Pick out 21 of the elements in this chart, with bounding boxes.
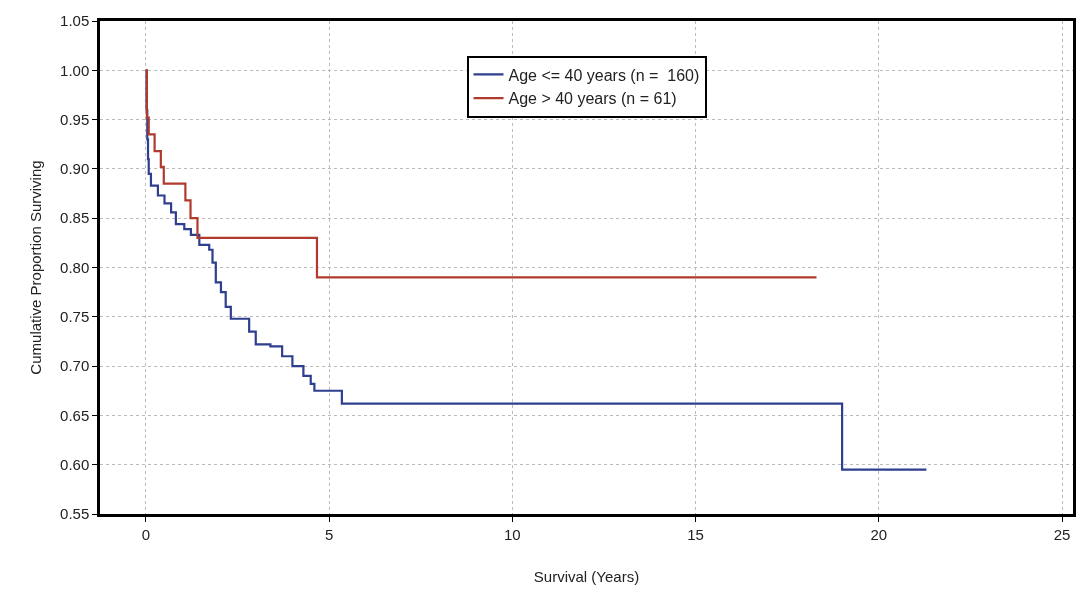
y-tick-label: 0.60 (60, 455, 90, 473)
y-tick-label: 1.00 (60, 61, 90, 79)
y-tick-label: 0.55 (60, 505, 90, 523)
y-axis-title: Cumulative Proportion Surviving (27, 160, 45, 375)
x-tick-label: 20 (870, 525, 888, 543)
y-tick-label: 0.85 (60, 209, 90, 227)
y-tick-label: 0.90 (60, 160, 90, 178)
legend-label: Age > 40 years (n = 61) (508, 90, 677, 108)
x-tick-label: 25 (1053, 525, 1071, 543)
y-tick-label: 1.05 (60, 12, 90, 30)
x-tick-label: 10 (503, 525, 521, 543)
x-tick-label: 0 (141, 525, 150, 543)
y-tick-label: 0.95 (60, 110, 90, 128)
y-tick-label: 0.80 (60, 258, 90, 276)
x-axis-title: Survival (Years) (533, 567, 640, 585)
y-tick-label: 0.70 (60, 357, 90, 375)
x-tick-label: 5 (324, 525, 334, 543)
y-tick-label: 0.75 (60, 308, 90, 326)
legend-label: Age <= 40 years (n = 160) (508, 66, 700, 84)
y-tick-label: 0.65 (60, 406, 90, 424)
x-tick-label: 15 (687, 525, 704, 543)
